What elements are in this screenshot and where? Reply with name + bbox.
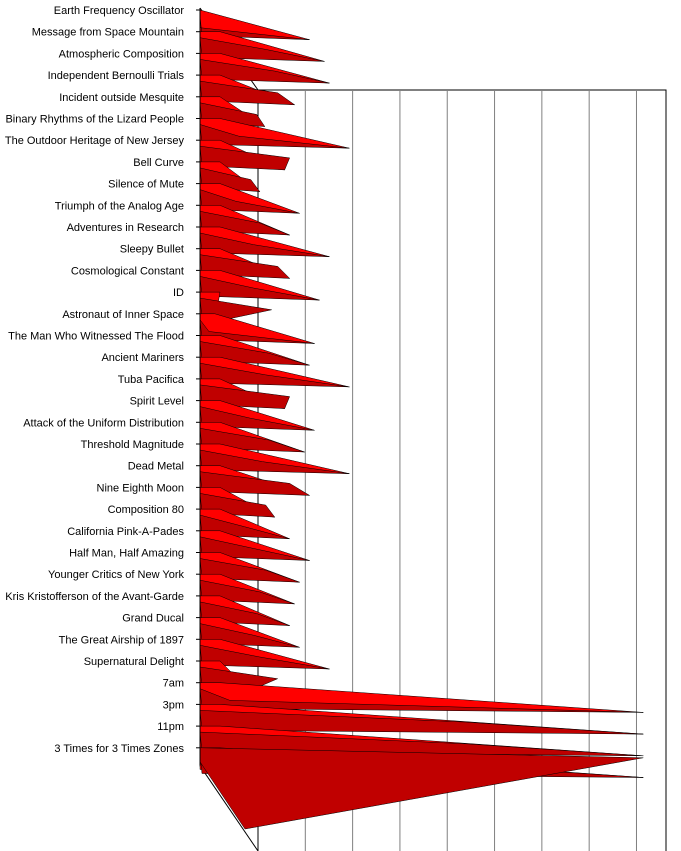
category-label: Tuba Pacifica (118, 374, 185, 386)
area-segment-side (199, 80, 296, 106)
category-label: Composition 80 (108, 504, 184, 516)
category-label: The Man Who Witnessed The Flood (8, 331, 184, 343)
category-label: Adventures in Research (67, 222, 184, 234)
category-label: Supernatural Delight (84, 656, 184, 668)
category-label: Grand Ducal (122, 613, 184, 625)
category-label: Silence of Mute (108, 179, 184, 191)
area-series (199, 9, 644, 830)
category-label: Triumph of the Analog Age (55, 200, 184, 212)
category-label: Spirit Level (130, 396, 184, 408)
area-segment-side (199, 59, 330, 84)
area-segment-side (199, 471, 310, 496)
category-label: The Outdoor Heritage of New Jersey (5, 135, 185, 147)
area-segment-side (199, 318, 315, 344)
category-label: Dead Metal (128, 461, 184, 473)
back-wall-edge (258, 89, 667, 851)
area-segment-side (199, 406, 315, 431)
area-segment-side (199, 276, 320, 301)
category-label: Cosmological Constant (71, 265, 184, 277)
area-segment-side (199, 731, 644, 757)
category-label: Independent Bernoulli Trials (48, 70, 185, 82)
area-segment-side (199, 688, 644, 713)
category-label: 3pm (163, 699, 184, 711)
category-label: Attack of the Uniform Distribution (23, 417, 184, 429)
area-segment-side (199, 37, 325, 62)
category-label: Threshold Magnitude (81, 439, 184, 451)
category-label: Message from Space Mountain (32, 27, 184, 39)
area-segment-end (199, 747, 644, 830)
category-label: Binary Rhythms of the Lizard People (5, 114, 184, 126)
area-segment-side (199, 710, 644, 735)
category-label: The Great Airship of 1897 (59, 634, 184, 646)
area-segment-side (199, 232, 330, 257)
category-label: Incident outside Mesquite (59, 92, 184, 104)
category-label: Kris Kristofferson of the Avant-Garde (5, 591, 184, 603)
area-segment-side (199, 644, 330, 670)
category-label: Ancient Mariners (101, 352, 184, 364)
category-label: Astronaut of Inner Space (62, 309, 184, 321)
bottom-depth-edge (199, 765, 259, 851)
area-segment-side (199, 362, 350, 388)
category-label: Bell Curve (133, 157, 184, 169)
category-label: Half Man, Half Amazing (69, 548, 184, 560)
category-axis: Earth Frequency Oscillator Message from S… (5, 5, 201, 766)
area-segment-side (199, 536, 310, 561)
area-segment-side (199, 449, 350, 474)
category-label: 11pm (157, 721, 184, 733)
category-label: California Pink-A-Pades (67, 526, 184, 538)
category-label: Atmospheric Composition (59, 48, 184, 60)
area-segment-side (199, 124, 350, 149)
category-label: Earth Frequency Oscillator (54, 5, 185, 17)
category-label: 3 Times for 3 Times Zones (54, 743, 184, 755)
category-label: Sleepy Bullet (120, 244, 184, 256)
category-label: ID (173, 287, 184, 299)
category-label: 7am (163, 678, 184, 690)
category-label: Younger Critics of New York (48, 569, 184, 581)
category-label: Nine Eighth Moon (97, 482, 184, 494)
